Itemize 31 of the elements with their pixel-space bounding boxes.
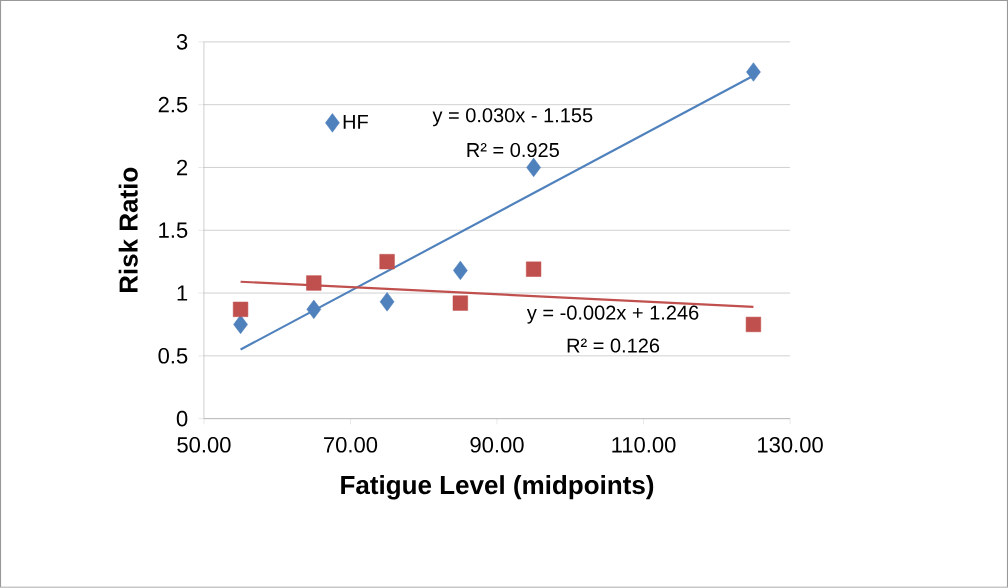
y-tick-label: 2 — [177, 159, 188, 176]
point — [452, 295, 468, 311]
point — [745, 316, 762, 333]
y-tick-label: 1 — [177, 285, 188, 301]
point — [232, 301, 249, 318]
x-axis-title: Fatigue Level (midpoints) — [341, 475, 654, 500]
point — [306, 275, 322, 291]
y-tick-label: 2.5 — [158, 96, 188, 113]
y-axis-title: Risk Ratio — [118, 167, 138, 293]
annotation: y = -0.002x + 1.246 — [526, 305, 699, 324]
legend-label: HF — [343, 115, 368, 129]
point — [233, 314, 248, 335]
annotation: y = 0.030x - 1.155 — [432, 108, 593, 127]
y-tick-label: 0.5 — [158, 348, 188, 364]
x-tick-label: 110.00 — [612, 437, 676, 453]
x-tick-label: 70.00 — [324, 437, 378, 453]
annotation: R² = 0.126 — [567, 338, 660, 353]
x-tick-label: 130.00 — [758, 437, 823, 453]
point — [746, 62, 761, 82]
point — [526, 157, 541, 178]
y-tick-label: 1.5 — [159, 222, 188, 238]
point — [526, 261, 542, 277]
point — [379, 254, 395, 270]
x-tick-label: 50.00 — [177, 437, 231, 453]
point — [306, 299, 322, 320]
y-tick-label: 3 — [176, 34, 188, 50]
annotation: R² = 0.925 — [467, 142, 559, 158]
y-tick-label: 0 — [176, 410, 188, 427]
point — [379, 292, 395, 312]
point — [453, 260, 468, 281]
x-tick-label: 90.00 — [470, 437, 524, 453]
